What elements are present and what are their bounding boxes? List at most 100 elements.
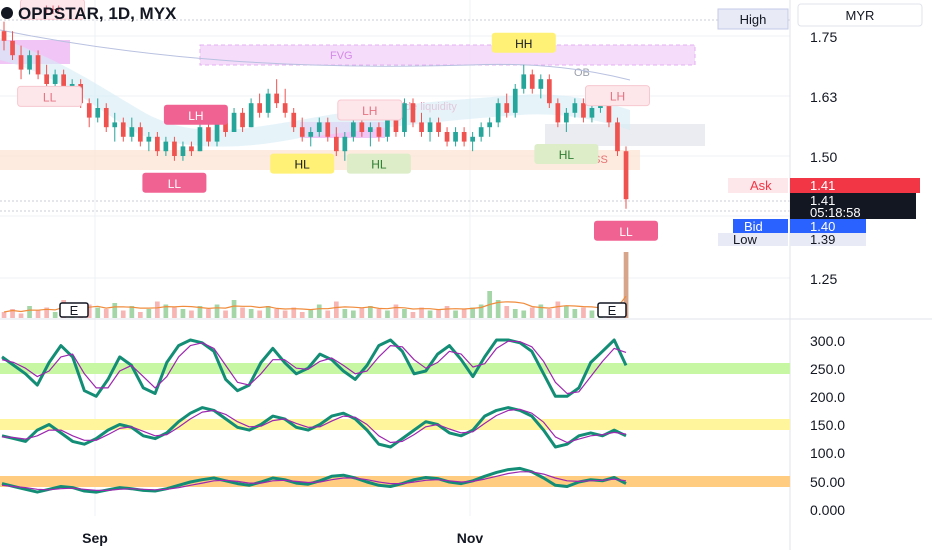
volume-bar [163,304,169,318]
volume-bar [282,310,288,318]
volume-bar [529,307,535,318]
symbol-logo-icon [1,7,13,19]
candle [95,98,101,123]
earnings-label: E [70,303,79,318]
oscillator-signal-line [1,471,627,491]
volume-bar [103,309,109,318]
volume-bar [581,307,586,318]
symbol-header[interactable]: OPPSTAR, 1D, MYX [1,4,177,23]
candle [27,50,32,75]
volume-bar [359,307,365,318]
swing-label: LH [163,104,228,125]
candle [564,108,569,132]
earnings-marker-1[interactable]: E [59,302,89,318]
volume-bar [265,306,271,318]
candle [1,21,7,51]
candle [103,103,109,132]
oscillator-signal-line [1,408,627,444]
volume-bar [393,304,399,318]
candle [359,117,365,137]
low-label: Low [733,232,757,247]
candle [257,93,262,118]
volume-bar [299,312,305,318]
currency-button[interactable]: MYR [797,3,923,27]
fvg-zone [199,44,696,66]
swing-label: HL [270,153,335,174]
volume-bar [334,301,339,318]
candle [444,127,450,147]
candle [538,74,544,99]
candle [189,141,194,156]
ask-label: Ask [750,178,772,193]
candle [368,122,373,147]
volume-bar [189,310,194,318]
y-tick-label: 1.50 [810,149,837,165]
volume-bar [385,310,390,318]
earnings-label: E [608,303,617,318]
volume-bar [223,310,228,318]
fvg-label: FVG [330,50,353,62]
y-tick-label: 1.25 [810,271,837,287]
volume-bar [555,301,561,318]
candle [615,117,620,156]
volume-bar [444,306,450,318]
swing-label: HL [346,153,411,174]
band-250 [0,363,790,374]
volume-bar [129,306,135,318]
high-label: High [740,12,767,27]
swing-label: HL [534,144,599,164]
swing-label: LL [594,220,658,241]
volume-bar [138,312,143,318]
volume-bar [589,310,595,318]
y-tick-label: 100.0 [810,445,845,461]
candle [512,84,518,118]
oscillator-axis: 300.0 250.0 200.0 150.0 100.0 50.00 0.00… [810,333,845,518]
volume-bar [376,309,382,318]
candle [138,122,143,147]
y-tick-label: 150.0 [810,417,845,433]
volume-bar [504,306,510,318]
bid-label: Bid [744,219,763,234]
volume-bar [112,303,118,318]
high-badge[interactable]: High [717,8,789,30]
volume-bar [308,309,314,318]
volume-bar [248,309,254,318]
oscillator-lines [1,338,628,494]
swing-label-text: LL [619,225,633,239]
volume-bar [512,309,518,318]
candle [52,69,58,89]
ob-zone [545,124,705,146]
swing-label-text: LH [362,104,377,118]
volume-bar [495,300,501,318]
volume-bar [27,306,32,318]
candle [316,117,322,137]
candle [265,88,271,118]
candle [248,98,254,128]
candle [470,132,475,152]
candle [589,103,595,123]
oscillator-fast-line [1,338,628,398]
volume-bar [623,252,629,318]
volume-bar [538,304,544,318]
volume-bar [1,312,7,318]
candle [146,132,152,152]
ask-value: 1.41 [810,178,835,193]
swing-label: LH [585,85,650,107]
low-tag: Low 1.39 [718,232,866,247]
volume-bar [257,310,262,318]
bid-value: 1.40 [810,219,835,234]
candle [487,117,492,137]
swing-label: LH [20,0,85,20]
y-tick-label: 250.0 [810,361,845,377]
earnings-marker-2[interactable]: E [597,302,627,318]
candle [402,98,407,137]
candle [478,122,484,142]
volume-bar [197,306,203,318]
candle [427,117,433,142]
y-tick-label: 1.63 [810,89,837,105]
candle [461,127,467,147]
volume-bar [351,310,356,318]
ma-ribbon [0,38,630,147]
price-axis: 1.75 1.63 1.50 1.25 [810,29,837,287]
